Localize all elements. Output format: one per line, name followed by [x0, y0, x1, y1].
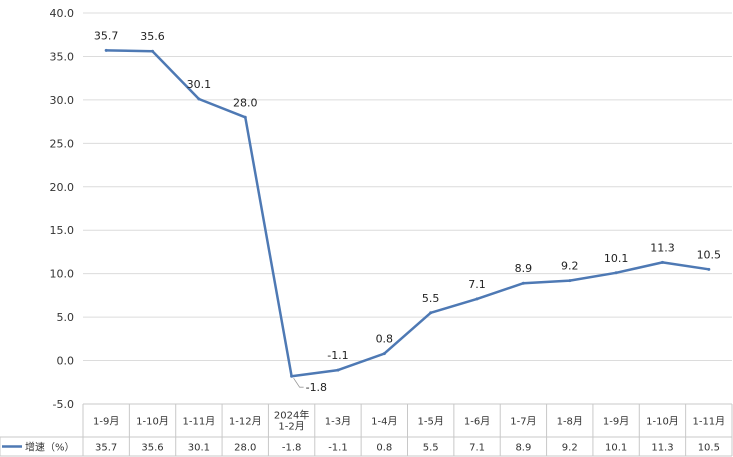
data-label: 10.1 [604, 252, 629, 265]
table-value-cell: 11.3 [651, 443, 673, 454]
data-label: -1.1 [327, 349, 348, 362]
category-label: 1-2月 [278, 421, 304, 433]
y-tick-label: 20.0 [50, 181, 75, 194]
gridlines [83, 12, 732, 362]
table-value-cell: 0.8 [376, 443, 392, 454]
category-label: 1-6月 [464, 416, 490, 428]
table-value-cell: 9.2 [562, 443, 578, 454]
data-label: 9.2 [561, 260, 579, 273]
data-label: 28.0 [233, 96, 258, 109]
y-tick-label: -5.0 [53, 398, 74, 411]
category-label: 1-3月 [325, 416, 351, 428]
data-label: 35.6 [140, 30, 165, 43]
data-point [197, 97, 201, 101]
category-label: 1-11月 [183, 416, 216, 428]
data-label: 10.5 [697, 248, 722, 261]
category-label: 1-5月 [418, 416, 444, 428]
category-label: 1-7月 [510, 416, 536, 428]
data-point [243, 115, 247, 119]
y-tick-label: 5.0 [57, 311, 75, 324]
table-value-cell: -1.1 [328, 443, 348, 454]
y-tick-label: 40.0 [50, 7, 75, 20]
table-value-cell: 28.0 [234, 443, 256, 454]
data-label: 0.8 [376, 333, 394, 346]
category-label: 1-11月 [692, 416, 725, 428]
category-label: 1-8月 [557, 416, 583, 428]
y-tick-label: 15.0 [50, 224, 75, 237]
data-label: 30.1 [187, 78, 212, 91]
data-label: -1.8 [306, 381, 327, 394]
data-label: 8.9 [515, 262, 533, 275]
y-tick-label: 35.0 [50, 50, 75, 63]
table-value-cell: 7.1 [469, 443, 485, 454]
table-value-cell: 35.7 [95, 443, 117, 454]
data-label: 35.7 [94, 29, 119, 42]
y-tick-label: 25.0 [50, 137, 75, 150]
table-value-cell: -1.8 [282, 443, 302, 454]
category-label: 1-9月 [603, 416, 629, 428]
data-point [151, 49, 155, 53]
table-value-cell: 10.1 [605, 443, 627, 454]
table-value-cell: 30.1 [188, 443, 210, 454]
category-label: 1-9月 [93, 416, 119, 428]
y-tick-label: 10.0 [50, 268, 75, 281]
legend-series-name: 增速（%） [25, 441, 75, 454]
data-point [382, 352, 386, 356]
table-value-cell: 5.5 [423, 443, 439, 454]
category-label: 1-12月 [229, 416, 262, 428]
data-point [290, 374, 294, 378]
data-label: 11.3 [650, 241, 675, 254]
series-line [106, 49, 709, 378]
y-axis: 40.0 35.0 30.0 25.0 20.0 15.0 10.0 5.0 0.0 -5.0 [50, 7, 75, 411]
category-label: 1-10月 [136, 416, 169, 428]
data-point [568, 279, 572, 283]
data-label: 7.1 [468, 278, 486, 291]
series-line-group [104, 48, 711, 378]
data-labels: 35.7 35.6 30.1 28.0 -1.8 -1.1 0.8 5.5 7.1 8.9 9.2 1… [94, 29, 721, 394]
data-point [707, 267, 711, 271]
data-point [521, 281, 525, 285]
y-tick-label: 0.0 [57, 355, 75, 368]
category-label: 1-10月 [646, 416, 679, 428]
category-label: 2024年 [274, 409, 309, 422]
data-point [429, 311, 433, 315]
data-point [660, 260, 664, 264]
data-point [614, 271, 618, 275]
data-point [104, 48, 108, 52]
data-label: 5.5 [422, 292, 440, 305]
table-value-cell: 35.6 [141, 443, 163, 454]
data-table: 1-9月 35.7 1-10月 35.6 1-11月 30.1 1-12月 28.0 2024年… [0, 403, 733, 457]
table-value-cell: 8.9 [515, 443, 531, 454]
data-point [336, 368, 340, 372]
table-value-cell: 10.5 [698, 443, 720, 454]
data-point [475, 297, 479, 301]
category-label: 1-4月 [371, 416, 397, 428]
data-label-leader [293, 377, 304, 388]
y-tick-label: 30.0 [50, 94, 75, 107]
